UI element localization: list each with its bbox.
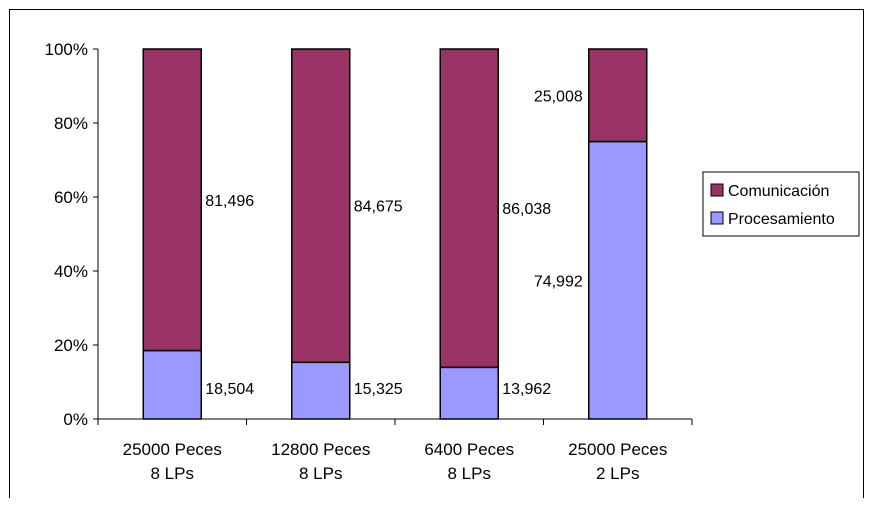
bars	[142, 48, 648, 420]
y-tick-label: 40%	[54, 262, 88, 281]
data-label-comunicacion: 25,008	[534, 88, 583, 105]
bar-comunicacion	[142, 48, 202, 352]
x-tick-label: 8 LPs	[299, 464, 342, 483]
data-label-procesamiento: 18,504	[205, 381, 254, 398]
y-tick-label: 80%	[54, 114, 88, 133]
x-tick-label: 12800 Peces	[271, 440, 370, 459]
legend-label: Comunicación	[728, 183, 829, 200]
y-tick-label: 100%	[45, 40, 88, 59]
y-tick-label: 0%	[63, 410, 88, 429]
legend-box	[702, 171, 860, 237]
x-tick-label: 2 LPs	[596, 464, 639, 483]
x-tick-label: 25000 Peces	[123, 440, 222, 459]
y-tick-label: 20%	[54, 336, 88, 355]
data-labels: 18,504 81,496 15,325 84,675 13,962 86,038 74,9…	[205, 88, 583, 398]
bar-procesamiento	[439, 366, 499, 420]
data-label-procesamiento: 74,992	[534, 273, 583, 290]
data-label-procesamiento: 13,962	[502, 381, 551, 398]
data-label-procesamiento: 15,325	[354, 381, 403, 398]
data-label-comunicacion: 86,038	[502, 201, 551, 218]
y-axis: 0% 20% 40% 60% 80% 100%	[45, 40, 99, 429]
x-tick-label: 8 LPs	[448, 464, 491, 483]
bar-comunicacion	[439, 48, 499, 369]
legend: Comunicación Procesamiento	[702, 171, 860, 237]
bar-comunicacion	[588, 48, 648, 143]
legend-label: Procesamiento	[728, 211, 835, 228]
x-tick-label: 6400 Peces	[424, 440, 514, 459]
x-axis: 25000 Peces 8 LPs 12800 Peces 8 LPs 6400 Pec…	[97, 418, 693, 483]
bar-procesamiento	[291, 361, 351, 420]
x-tick-label: 8 LPs	[151, 464, 194, 483]
bar-procesamiento	[142, 349, 202, 420]
data-label-comunicacion: 81,496	[205, 193, 254, 210]
bar-procesamiento	[588, 140, 648, 420]
data-label-comunicacion: 84,675	[354, 199, 403, 216]
legend-swatch	[710, 183, 724, 197]
y-tick-label: 60%	[54, 188, 88, 207]
bar-comunicacion	[291, 48, 351, 364]
x-tick-label: 25000 Peces	[568, 440, 667, 459]
chart-frame	[9, 9, 864, 498]
legend-swatch	[710, 211, 724, 225]
